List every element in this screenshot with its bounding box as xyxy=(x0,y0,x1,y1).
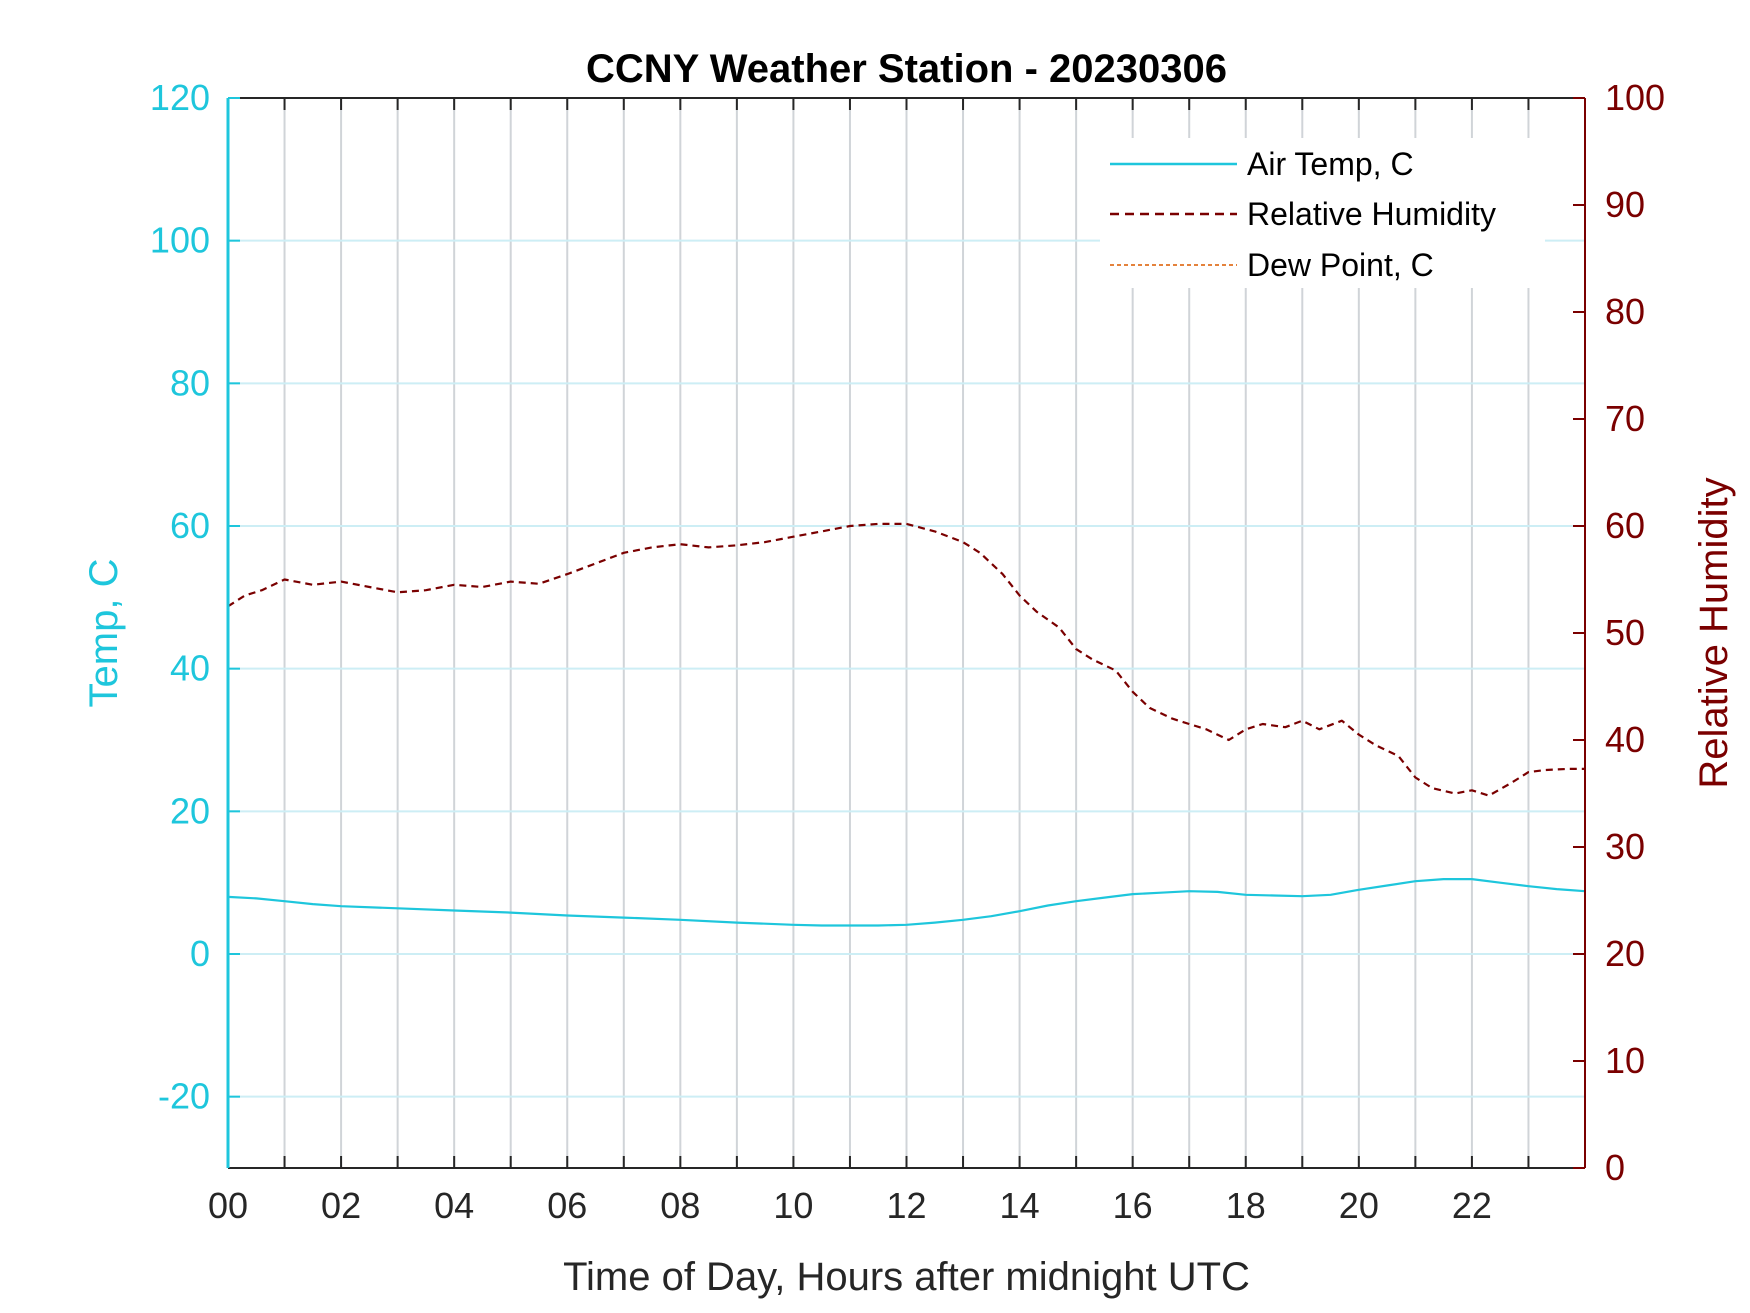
legend-label-dew-point: Dew Point, C xyxy=(1247,247,1434,283)
x-tick-label: 18 xyxy=(1226,1185,1266,1226)
y-right-tick-label: 30 xyxy=(1605,826,1645,867)
x-tick-label: 22 xyxy=(1452,1185,1492,1226)
y-axis-left-label: Temp, C xyxy=(82,559,126,708)
y-left-tick-label: -20 xyxy=(158,1076,210,1117)
y-right-tick-label: 50 xyxy=(1605,612,1645,653)
y-right-tick-label: 60 xyxy=(1605,505,1645,546)
axes: 00 02 04 06 08 10 12 14 16 18 20 22120100806040200-… xyxy=(150,77,1665,1226)
y-left-tick-label: 100 xyxy=(150,220,210,261)
x-tick-label: 16 xyxy=(1113,1185,1153,1226)
y-right-tick-label: 80 xyxy=(1605,291,1645,332)
y-right-tick-label: 10 xyxy=(1605,1040,1645,1081)
y-right-tick-label: 100 xyxy=(1605,77,1665,118)
x-tick-label: 14 xyxy=(1000,1185,1040,1226)
legend-label-relative-humidity: Relative Humidity xyxy=(1247,196,1496,232)
x-tick-label: 06 xyxy=(547,1185,587,1226)
y-left-tick-label: 40 xyxy=(170,648,210,689)
grid xyxy=(228,97,1585,1168)
y-right-tick-label: 90 xyxy=(1605,184,1645,225)
y-right-tick-label: 70 xyxy=(1605,398,1645,439)
legend-label-air-temp: Air Temp, C xyxy=(1247,146,1414,182)
series-line-air-temp-c xyxy=(227,878,1586,927)
y-right-tick-label: 20 xyxy=(1605,933,1645,974)
series-line-relative-humidity xyxy=(227,522,1585,797)
series-layer xyxy=(227,522,1586,927)
x-tick-label: 04 xyxy=(434,1185,474,1226)
y-left-tick-label: 0 xyxy=(190,933,210,974)
y-axis-right-label: Relative Humidity xyxy=(1692,477,1736,788)
x-tick-label: 20 xyxy=(1339,1185,1379,1226)
x-tick-label: 00 xyxy=(208,1185,248,1226)
chart-title: CCNY Weather Station - 20230306 xyxy=(586,47,1227,91)
x-axis-label: Time of Day, Hours after midnight UTC xyxy=(563,1255,1250,1299)
y-right-tick-label: 0 xyxy=(1605,1147,1625,1188)
x-tick-label: 10 xyxy=(773,1185,813,1226)
y-left-tick-label: 60 xyxy=(170,505,210,546)
x-tick-label: 08 xyxy=(660,1185,700,1226)
y-left-tick-label: 80 xyxy=(170,362,210,403)
y-right-tick-label: 40 xyxy=(1605,719,1645,760)
x-tick-label: 12 xyxy=(886,1185,926,1226)
legend: Air Temp, C Relative Humidity Dew Point,… xyxy=(1100,138,1545,288)
x-tick-label: 02 xyxy=(321,1185,361,1226)
y-left-tick-label: 120 xyxy=(150,77,210,118)
y-left-tick-label: 20 xyxy=(170,790,210,831)
